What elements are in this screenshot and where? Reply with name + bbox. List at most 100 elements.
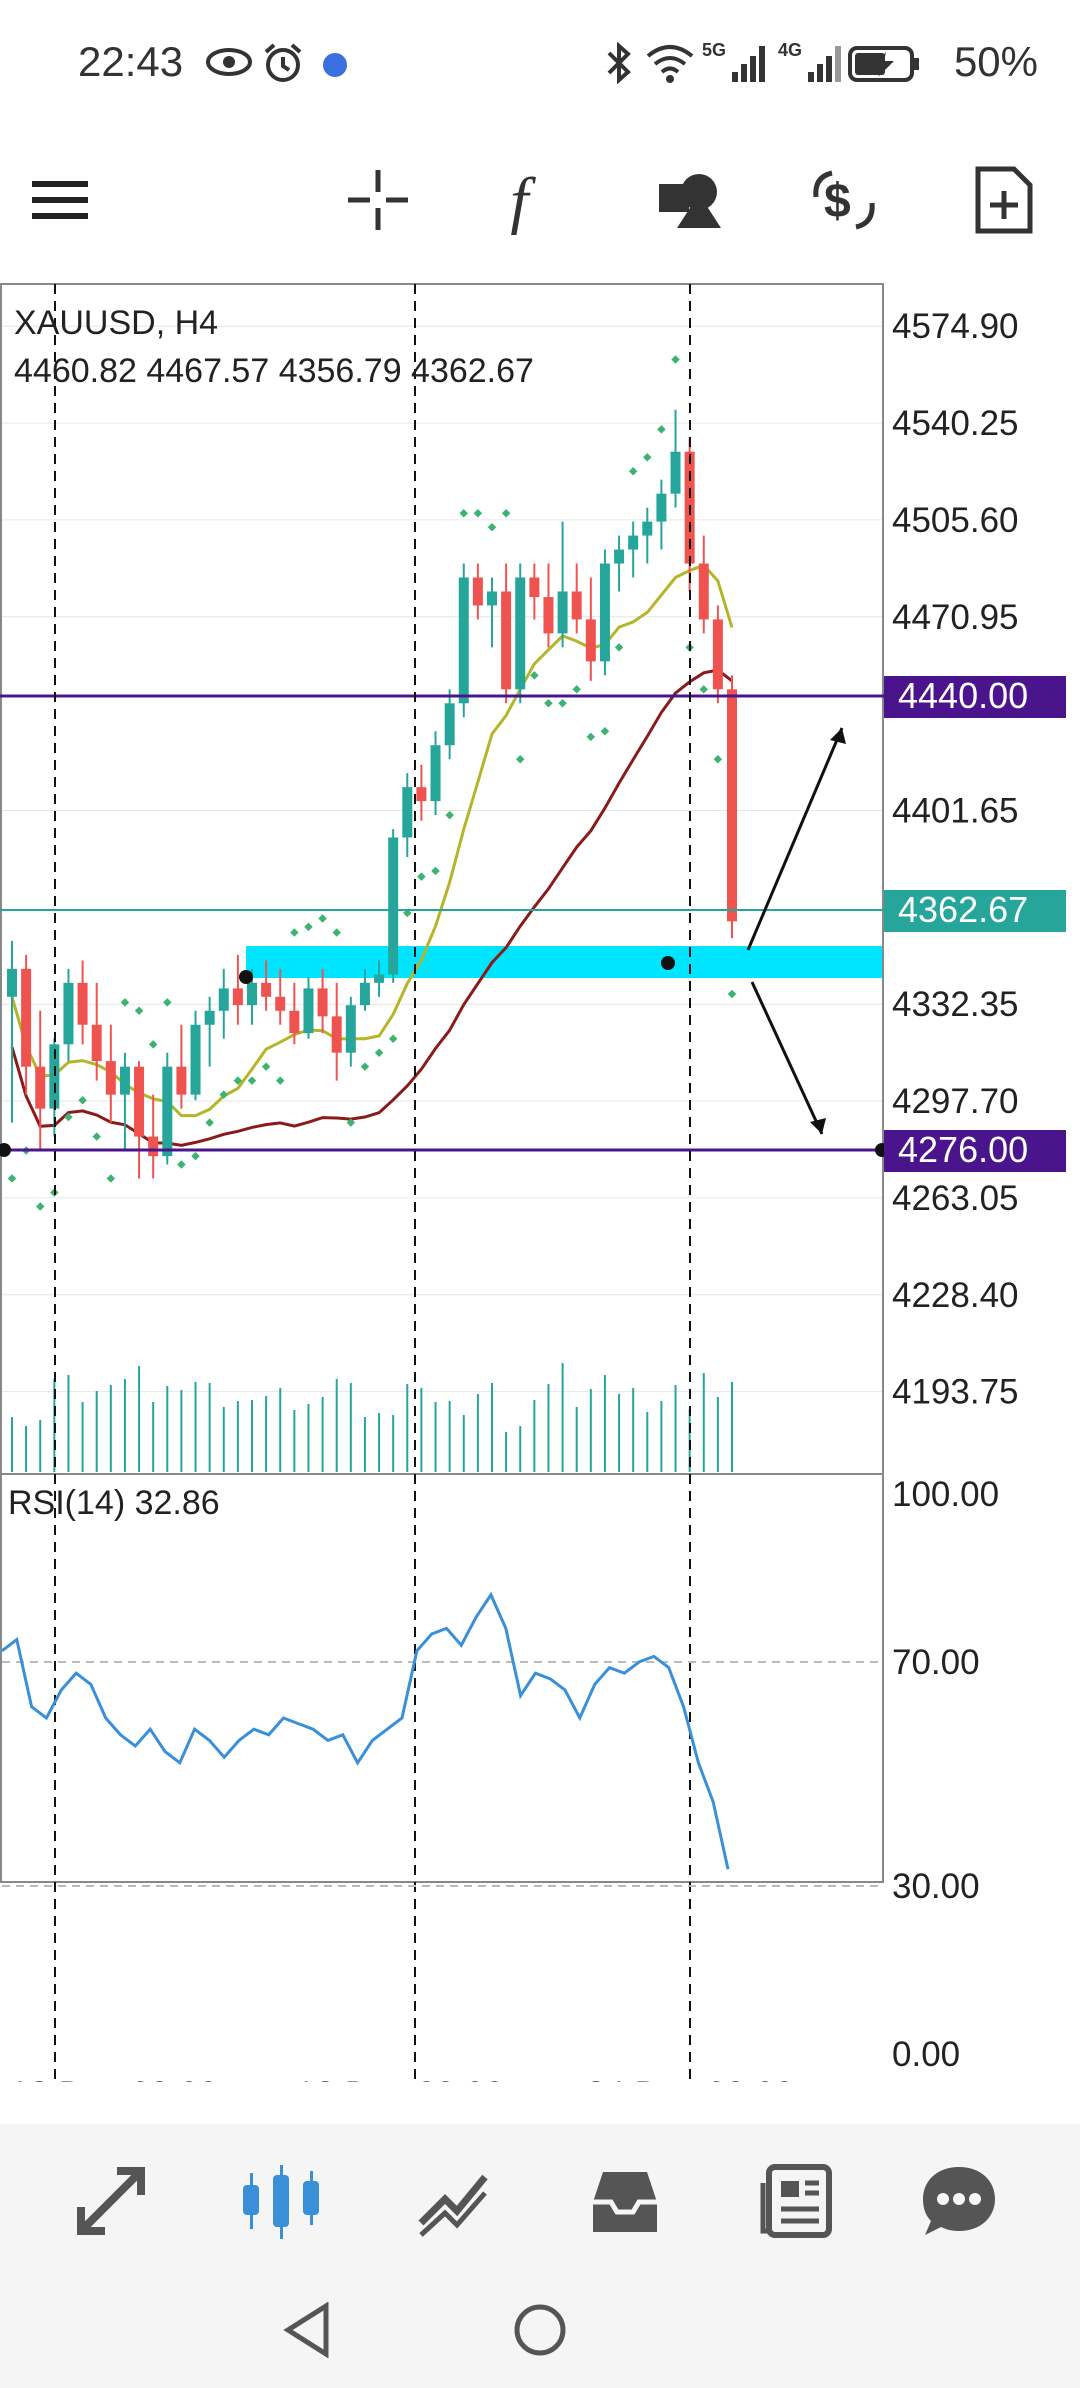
news-icon — [760, 2164, 832, 2238]
nav-chart[interactable] — [236, 2156, 326, 2246]
price-tick-label: 4401.65 — [892, 791, 1019, 830]
candle-down — [176, 1066, 187, 1095]
candle-down — [698, 563, 709, 620]
projection-arrows[interactable] — [239, 727, 846, 1135]
sar-dot — [191, 1151, 200, 1161]
sar-dot — [713, 754, 723, 764]
candle-up — [458, 577, 469, 704]
candle-up — [670, 451, 681, 494]
rsi-label: RSI(14) 32.86 — [8, 1484, 220, 1522]
home-circle-icon — [514, 2304, 566, 2356]
nav-history[interactable] — [580, 2156, 670, 2246]
candle-down — [543, 597, 554, 634]
price-tick-label: 4228.40 — [892, 1276, 1019, 1315]
sar-dot — [64, 1112, 73, 1122]
rsi-tick-label: 30.00 — [892, 1867, 980, 1906]
level-tag-4440[interactable] — [884, 676, 1066, 718]
sar-dot — [600, 727, 610, 736]
chart-area[interactable]: XAUUSD, H4 4460.82 4467.57 4356.79 4362.… — [0, 282, 1080, 2114]
trade-trend-icon — [418, 2174, 488, 2237]
nav-chat[interactable] — [914, 2156, 1004, 2246]
candle-up — [119, 1066, 130, 1095]
rsi-tick-label: 70.00 — [892, 1643, 980, 1682]
new-order-button[interactable] — [964, 160, 1044, 240]
sar-dot — [544, 699, 553, 708]
back-button[interactable] — [282, 2301, 332, 2363]
crosshair-button[interactable] — [338, 160, 418, 240]
sar-dot — [346, 1118, 356, 1127]
svg-text:$: $ — [824, 175, 851, 228]
candle-down — [472, 577, 483, 606]
sar-dot — [92, 1132, 101, 1141]
system-navigation — [0, 2272, 1080, 2388]
candle-down — [571, 591, 582, 620]
sar-dot — [699, 685, 709, 694]
candle-down — [317, 988, 328, 1017]
price-tick-label: 4297.70 — [892, 1082, 1019, 1121]
time-tick-label: 12 Dec 09:00 — [10, 2075, 218, 2082]
wifi-icon — [645, 42, 695, 89]
level-tag-4440-text: 4440.00 — [898, 675, 1028, 716]
candle-up — [345, 1005, 356, 1053]
candle-down — [529, 577, 540, 598]
candle-up — [218, 988, 229, 1011]
battery-charging-icon — [848, 46, 920, 87]
candle-up — [49, 1044, 60, 1109]
level-tag-4276[interactable] — [884, 1130, 1066, 1172]
signal-5g-icon: 5G — [702, 40, 770, 89]
candle-up — [430, 745, 441, 802]
battery-percent: 50% — [953, 38, 1038, 85]
nav-quotes[interactable] — [66, 2156, 156, 2246]
sar-dot — [247, 1076, 257, 1085]
sar-dot — [515, 754, 525, 764]
price-tick-label: 4505.60 — [892, 501, 1019, 540]
trade-icon: $ — [813, 170, 875, 230]
crosshair-icon — [348, 170, 408, 230]
sar-dot — [727, 989, 737, 999]
net-4g-label: 4G — [778, 40, 802, 60]
trade-button[interactable]: $ — [804, 160, 884, 240]
candle-up — [63, 982, 74, 1045]
objects-button[interactable] — [650, 160, 730, 240]
candle-up — [444, 703, 455, 746]
sar-dot — [205, 1118, 214, 1127]
candle-down — [331, 1016, 342, 1053]
inbox-icon — [593, 2172, 657, 2232]
signal-4g-icon: 4G — [778, 40, 846, 89]
sar-dot — [586, 732, 596, 742]
nav-trade[interactable] — [408, 2156, 498, 2246]
sar-dot — [177, 1160, 186, 1169]
candle-up — [204, 1010, 215, 1025]
sar-dot — [163, 998, 172, 1007]
candle-up — [614, 549, 625, 564]
quotes-arrows-icon — [77, 2167, 145, 2235]
menu-button[interactable] — [20, 160, 100, 240]
nav-news[interactable] — [752, 2156, 842, 2246]
candle-down — [77, 982, 88, 1025]
candle-up — [359, 982, 370, 1006]
sar-dot — [572, 685, 581, 694]
net-5g-label: 5G — [702, 40, 726, 60]
support-zone[interactable] — [246, 946, 882, 978]
candle-up — [303, 988, 314, 1034]
candle-down — [501, 591, 512, 690]
sar-dot — [360, 1062, 370, 1071]
indicator-function-icon: f — [510, 165, 536, 235]
sar-dot — [417, 872, 426, 881]
candle-up — [599, 563, 610, 662]
candle-up — [7, 968, 17, 997]
sar-dot — [459, 508, 469, 518]
bottom-navigation — [0, 2124, 1080, 2272]
price-chart[interactable]: XAUUSD, H4 4460.82 4467.57 4356.79 4362.… — [0, 282, 1080, 2114]
candle-up — [247, 982, 257, 1006]
sar-dot — [530, 671, 539, 680]
home-button[interactable] — [512, 2302, 568, 2363]
candle-up — [487, 591, 497, 606]
sar-dot — [148, 1040, 158, 1049]
sar-dot — [134, 1006, 144, 1016]
new-order-icon — [975, 166, 1033, 234]
sar-dot — [501, 508, 511, 518]
indicators-button[interactable]: f — [492, 160, 572, 240]
candle-up — [515, 577, 526, 690]
level-tag-4276-text: 4276.00 — [898, 1129, 1028, 1170]
